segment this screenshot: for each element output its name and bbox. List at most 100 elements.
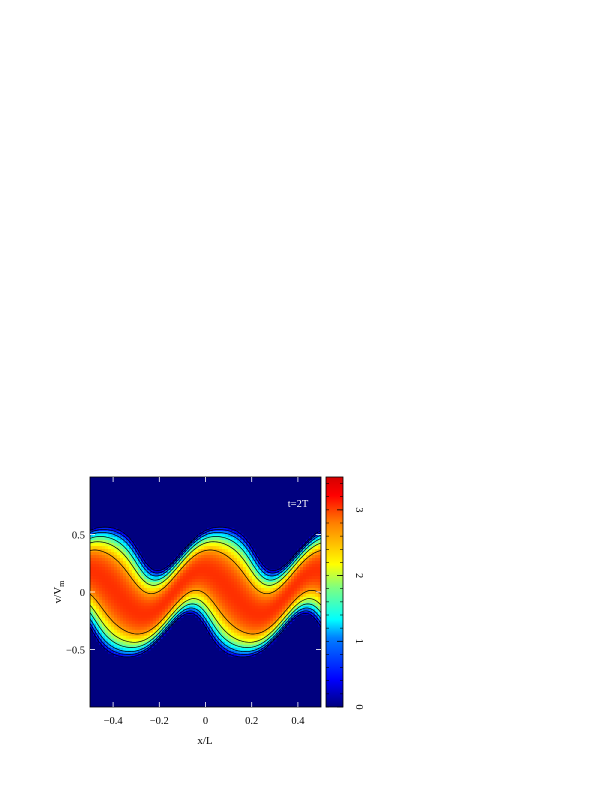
heatmap-cell: [219, 599, 223, 603]
heatmap-cell: [300, 596, 304, 600]
heatmap-cell: [144, 605, 148, 609]
heatmap-cell: [120, 653, 124, 657]
heatmap-cell: [129, 596, 133, 600]
heatmap-cell: [240, 623, 244, 627]
heatmap-cell: [228, 575, 232, 579]
heatmap-cell: [90, 608, 94, 612]
heatmap-cell: [225, 554, 229, 559]
heatmap-cell: [219, 539, 223, 544]
heatmap-cell: [141, 584, 145, 588]
heatmap-cell: [138, 650, 142, 654]
heatmap-cell: [285, 596, 289, 600]
heatmap-cell: [117, 626, 121, 630]
heatmap-cell: [309, 569, 313, 573]
heatmap-cell: [225, 608, 229, 612]
heatmap-cell: [240, 632, 244, 636]
heatmap-cell: [108, 557, 112, 562]
heatmap-cell: [264, 590, 268, 594]
heatmap-cell: [294, 566, 298, 570]
heatmap-cell: [207, 563, 211, 568]
heatmap-cell: [213, 563, 217, 568]
heatmap-cell: [168, 563, 172, 568]
heatmap-cell: [132, 638, 136, 642]
heatmap-cell: [231, 626, 235, 630]
heatmap-cell: [234, 551, 238, 556]
heatmap-cell: [114, 593, 118, 597]
heatmap-cell: [90, 533, 94, 538]
heatmap-cell: [114, 599, 118, 603]
heatmap-cell: [144, 584, 148, 588]
heatmap-cell: [126, 581, 130, 585]
heatmap-cell: [303, 551, 307, 556]
heatmap-cell: [141, 638, 145, 642]
heatmap-cell: [120, 575, 124, 579]
heatmap-cell: [198, 611, 202, 615]
heatmap-cell: [315, 536, 319, 541]
heatmap-cell: [222, 554, 226, 559]
heatmap-cell: [192, 572, 196, 576]
heatmap-cell: [132, 584, 136, 588]
heatmap-cell: [156, 611, 160, 615]
heatmap-cell: [252, 578, 256, 582]
heatmap-cell: [222, 587, 226, 591]
heatmap-cell: [213, 539, 217, 544]
heatmap-cell: [276, 611, 280, 615]
heatmap-cell: [276, 596, 280, 600]
heatmap-cell: [144, 608, 148, 612]
heatmap-cell: [120, 560, 124, 565]
heatmap-cell: [312, 575, 316, 579]
heatmap-cell: [135, 575, 139, 579]
heatmap-cell: [228, 605, 232, 609]
heatmap-cell: [258, 563, 262, 568]
heatmap-cell: [159, 614, 163, 618]
heatmap-cell: [303, 572, 307, 576]
heatmap-cell: [168, 605, 172, 609]
heatmap-cell: [105, 599, 109, 603]
heatmap-cell: [108, 623, 112, 627]
heatmap-cell: [114, 602, 118, 606]
heatmap-cell: [120, 626, 124, 630]
heatmap-cell: [195, 566, 199, 570]
heatmap-cell: [225, 539, 229, 544]
heatmap-cell: [108, 551, 112, 556]
heatmap-cell: [249, 599, 253, 603]
heatmap-cell: [258, 587, 262, 591]
heatmap-cell: [240, 551, 244, 556]
heatmap-cell: [114, 590, 118, 594]
heatmap-cell: [144, 650, 148, 654]
heatmap-cell: [183, 611, 187, 615]
heatmap-cell: [240, 641, 244, 645]
heatmap-cell: [309, 563, 313, 568]
heatmap-cell: [117, 554, 121, 559]
heatmap-cell: [120, 641, 124, 645]
heatmap-cell: [156, 620, 160, 624]
heatmap-cell: [114, 587, 118, 591]
heatmap-cell: [129, 560, 133, 565]
heatmap-cell: [225, 578, 229, 582]
heatmap-cell: [315, 533, 319, 538]
heatmap-cell: [318, 617, 321, 621]
heatmap-cell: [120, 572, 124, 576]
heatmap-cell: [111, 530, 115, 535]
heatmap-cell: [219, 620, 223, 624]
heatmap-cell: [117, 641, 121, 645]
heatmap-cell: [114, 530, 118, 535]
heatmap-cell: [243, 590, 247, 594]
heatmap-cell: [213, 629, 217, 633]
heatmap-cell: [177, 563, 181, 568]
heatmap-cell: [240, 557, 244, 562]
heatmap-cell: [183, 569, 187, 573]
heatmap-cell: [195, 593, 199, 597]
heatmap-cell: [288, 602, 292, 606]
heatmap-cell: [198, 581, 202, 585]
heatmap-cell: [123, 632, 127, 636]
heatmap-cell: [213, 587, 217, 591]
heatmap-cell: [264, 599, 268, 603]
heatmap-cell: [129, 563, 133, 568]
heatmap-cell: [285, 590, 289, 594]
heatmap-cell: [288, 566, 292, 570]
heatmap-cell: [117, 620, 121, 624]
heatmap-cell: [117, 629, 121, 633]
heatmap-cell: [228, 650, 232, 654]
heatmap-cell: [213, 617, 217, 621]
